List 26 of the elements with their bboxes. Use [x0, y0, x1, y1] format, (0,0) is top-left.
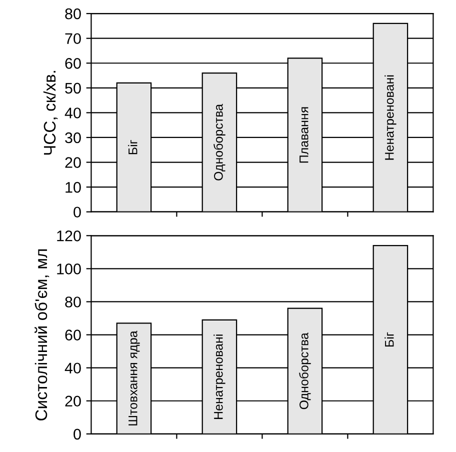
y-tick-label: 60: [65, 330, 81, 340]
y-tick-label: 0: [74, 428, 81, 440]
y-axis-title: ЧСС, ск/хв.: [43, 70, 58, 155]
x-tick-label: Одноборства: [299, 332, 311, 410]
y-tick-label: 20: [65, 157, 81, 168]
y-tick-label: 0: [74, 206, 81, 218]
x-tick-label: Ненатреновані: [384, 75, 396, 160]
y-tick-label: 20: [65, 396, 81, 407]
y-tick-label: 50: [65, 82, 81, 94]
y-tick-label: 10: [66, 182, 81, 193]
y-tick-label: 40: [64, 108, 81, 118]
y-tick-label: 40: [64, 362, 81, 374]
x-tick-label: Ненатреновані: [214, 334, 226, 419]
y-axis-title: Систолічний об'єм, мл: [34, 249, 50, 420]
x-tick-label: Біг: [384, 332, 394, 346]
x-tick-label: Штовхання ядра: [128, 330, 140, 426]
y-tick-label: 70: [65, 33, 81, 44]
y-tick-label: 80: [65, 296, 81, 308]
x-tick-label: Біг: [128, 140, 138, 154]
y-tick-label: 120: [57, 230, 81, 242]
y-tick-label: 80: [65, 8, 81, 20]
x-tick-label: Плавання: [300, 107, 308, 163]
x-tick-label: Одноборства: [214, 104, 226, 180]
y-tick-label: 30: [65, 132, 81, 144]
y-tick-label: 100: [57, 264, 81, 274]
y-tick-label: 60: [65, 58, 81, 69]
